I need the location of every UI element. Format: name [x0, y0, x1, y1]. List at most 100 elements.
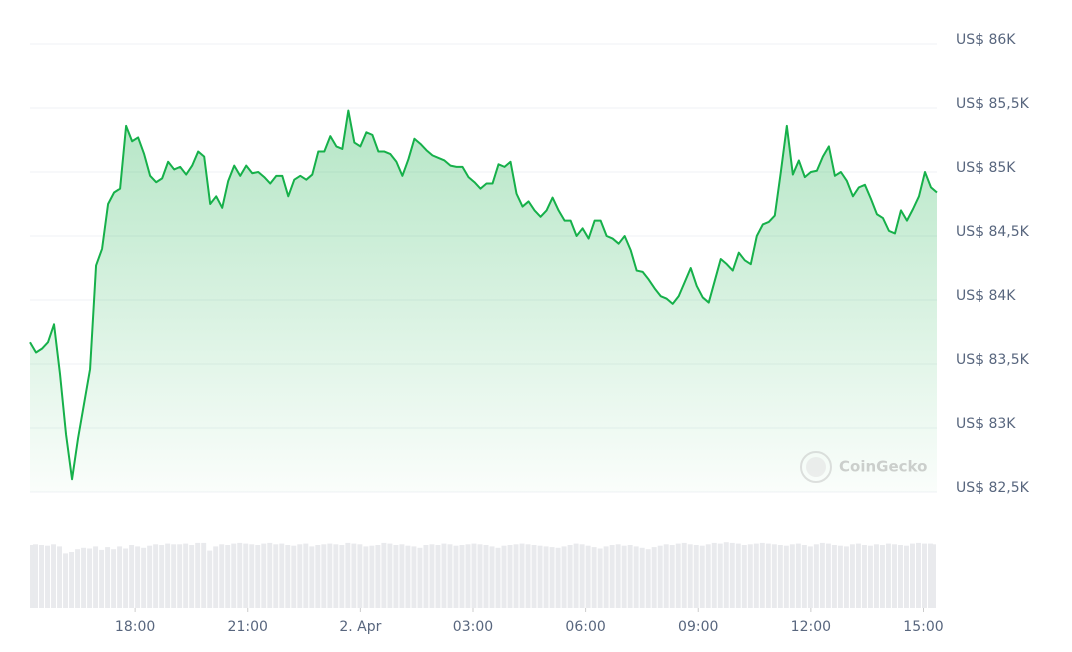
volume-bar — [543, 546, 549, 608]
volume-bar — [33, 544, 38, 608]
volume-bar — [801, 545, 807, 608]
volume-bar — [153, 544, 159, 608]
volume-bar — [423, 545, 429, 608]
price-area — [30, 110, 937, 492]
x-tick-label: 03:00 — [453, 619, 493, 635]
volume-bar — [69, 552, 75, 608]
volume-bar — [687, 544, 693, 608]
volume-bar — [657, 545, 663, 608]
volume-bar — [561, 546, 567, 608]
volume-bar — [603, 546, 609, 608]
volume-bar — [567, 545, 573, 608]
volume-bar — [537, 545, 543, 608]
volume-bar — [855, 543, 861, 608]
volume-bar — [75, 549, 81, 608]
volume-bar — [291, 545, 297, 608]
watermark: CoinGecko — [800, 451, 927, 483]
x-tick-label: 15:00 — [903, 619, 943, 635]
volume-bar — [783, 545, 789, 608]
volume-bar — [237, 542, 243, 608]
volume-bar — [45, 545, 51, 608]
volume-bar — [825, 543, 831, 608]
volume-bar — [609, 545, 615, 608]
volume-bar — [789, 544, 795, 608]
volume-bar — [105, 547, 111, 608]
volume-bar — [261, 543, 267, 608]
volume-bar — [555, 547, 561, 608]
volume-bar — [717, 543, 723, 608]
volume-bar — [339, 545, 345, 608]
volume-bar — [639, 547, 645, 608]
volume-bar — [843, 546, 849, 608]
volume-bar — [249, 544, 255, 608]
volume-bar — [879, 545, 885, 608]
volume-bar — [771, 544, 777, 608]
volume-bar — [501, 545, 507, 608]
volume-bar — [225, 545, 231, 608]
volume-bar — [30, 545, 35, 608]
volume-bar — [459, 545, 465, 608]
volume-bar — [435, 545, 441, 608]
volume-bar — [111, 549, 117, 608]
plot — [29, 109, 938, 492]
volume-bar — [928, 543, 933, 608]
volume-bar — [243, 543, 249, 608]
volume-bar — [483, 545, 489, 608]
volume-bar — [165, 543, 171, 608]
volume-bar — [597, 548, 603, 608]
x-tick-label: 2. Apr — [339, 619, 381, 635]
y-tick-label: US$ 86K — [956, 32, 1016, 48]
volume-bar — [777, 545, 783, 608]
volume-bar — [219, 544, 225, 608]
watermark-text: CoinGecko — [839, 458, 927, 476]
volume-bar — [99, 549, 105, 608]
volume-bar — [531, 545, 537, 608]
y-tick-label: US$ 82,5K — [956, 480, 1030, 496]
y-tick-label: US$ 85,5K — [956, 96, 1030, 112]
volume-bar — [831, 545, 837, 608]
volume-bar — [51, 544, 57, 608]
volume-bar — [129, 545, 135, 608]
volume-bar — [699, 545, 705, 608]
volume-bar — [381, 542, 387, 608]
volume-bar — [231, 543, 237, 608]
volume-bar — [39, 545, 44, 608]
watermark-logo-inner — [806, 457, 826, 477]
volume-bar — [585, 545, 591, 608]
volume-bar — [159, 545, 165, 608]
y-tick-label: US$ 85K — [956, 160, 1016, 176]
volume-bar — [303, 543, 309, 608]
volume-bar — [819, 542, 825, 608]
volume-bar — [453, 545, 459, 608]
volume-bar — [255, 545, 261, 608]
volume-bar — [867, 545, 873, 608]
volume-bar — [891, 544, 897, 608]
volume-bar — [753, 543, 759, 608]
volume-bar — [441, 543, 447, 608]
volume-bar — [273, 544, 279, 608]
volume-bar — [741, 545, 747, 608]
volume-bar — [315, 545, 321, 608]
volume-bar — [465, 544, 471, 608]
volume-bar — [201, 542, 207, 608]
x-tick-label: 06:00 — [565, 619, 605, 635]
volume-bar — [135, 546, 141, 608]
volume-bar — [363, 546, 369, 608]
volume-bar — [747, 544, 753, 608]
volume-bar — [807, 546, 813, 608]
volume-bar — [123, 548, 129, 608]
volume-bars — [30, 542, 936, 608]
volume-bar — [669, 545, 675, 608]
volume-bar — [873, 544, 879, 608]
volume-bar — [903, 545, 909, 608]
volume-bar — [837, 545, 843, 608]
volume-bar — [675, 543, 681, 608]
y-tick-label: US$ 84,5K — [956, 224, 1030, 240]
volume-bar — [813, 544, 819, 608]
x-tick-label: 18:00 — [115, 619, 155, 635]
volume-bar — [309, 546, 315, 608]
volume-bar — [357, 544, 363, 608]
watermark-logo — [800, 451, 832, 483]
